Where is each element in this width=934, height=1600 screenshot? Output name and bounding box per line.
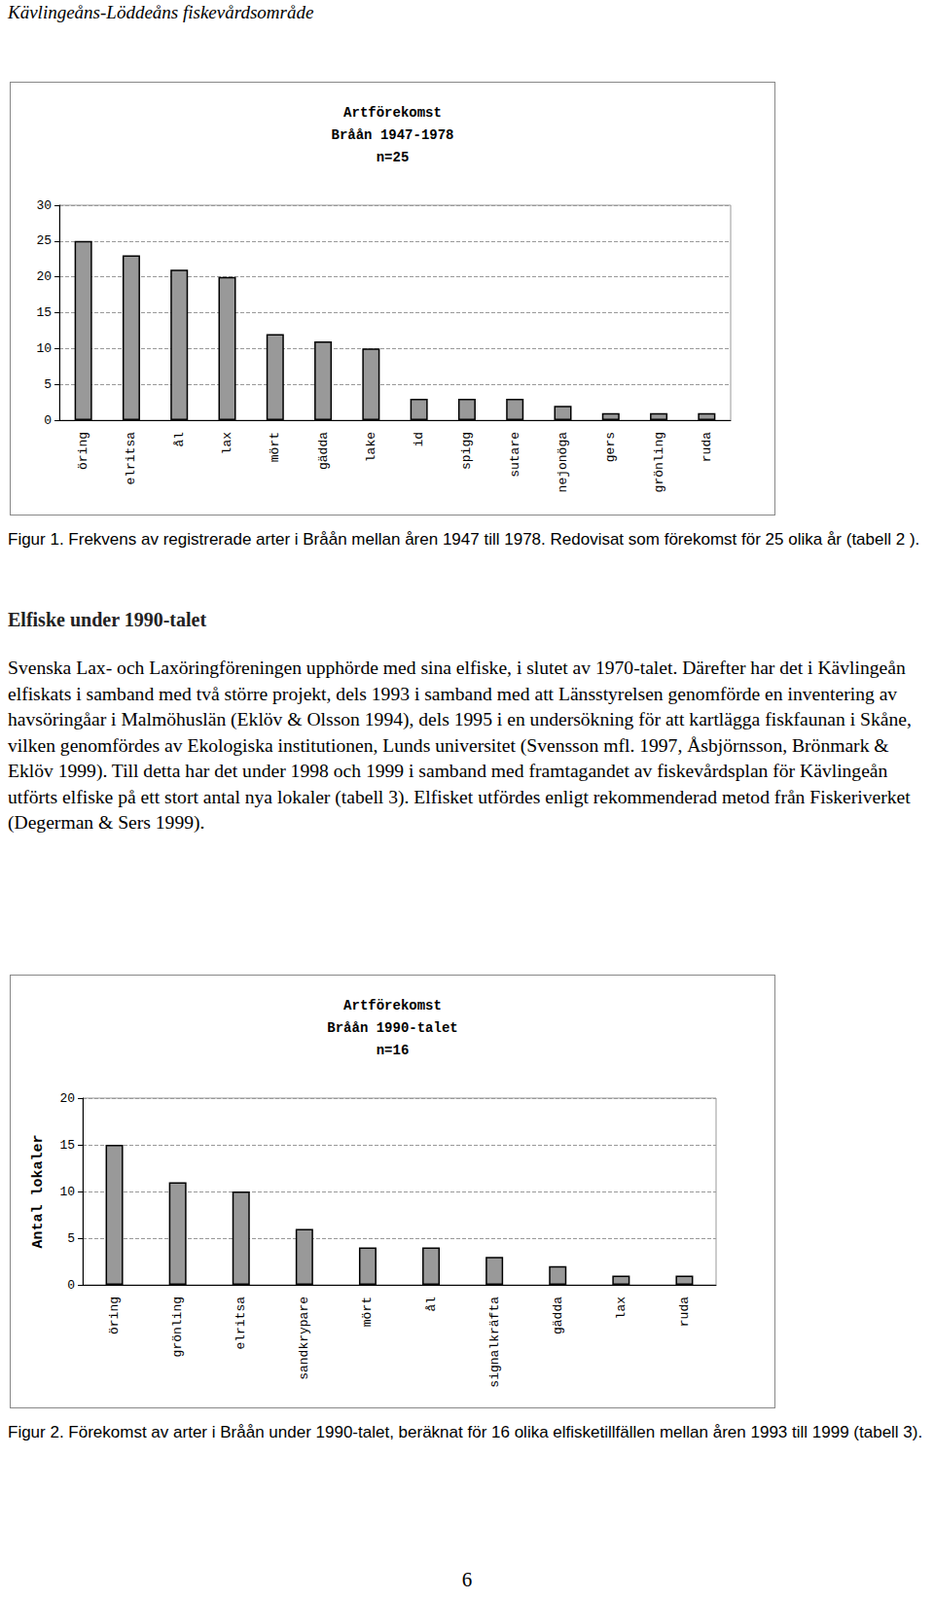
html-text:Figur 1. Frekvens av registrer: Figur 1. Frekvens av registrerade arter … bbox=[7, 530, 920, 549]
svg-text:lake: lake bbox=[363, 431, 379, 463]
svg-text:15: 15 bbox=[59, 1138, 75, 1153]
svg-text:20: 20 bbox=[35, 269, 52, 285]
svg-text:5: 5 bbox=[67, 1231, 75, 1247]
svg-text:ål: ål bbox=[424, 1296, 439, 1313]
svg-text:Bråån 1990-talet: Bråån 1990-talet bbox=[326, 1020, 458, 1037]
svg-text:mört: mört bbox=[359, 1296, 375, 1328]
html-text:Figur 2. Förekomst av arter i: Figur 2. Förekomst av arter i Bråån unde… bbox=[7, 1423, 923, 1442]
svg-text:25: 25 bbox=[35, 233, 52, 249]
svg-text:30: 30 bbox=[35, 198, 52, 214]
svg-text:Artförekomst: Artförekomst bbox=[343, 998, 442, 1014]
html-text:Elfiske under 1990-talet: Elfiske under 1990-talet bbox=[7, 609, 207, 631]
svg-text:ruda: ruda bbox=[699, 431, 715, 463]
svg-text:0: 0 bbox=[43, 413, 52, 429]
svg-text:0: 0 bbox=[67, 1278, 75, 1294]
svg-text:lax: lax bbox=[613, 1296, 629, 1321]
svg-text:öring: öring bbox=[75, 431, 91, 470]
svg-text:gers: gers bbox=[603, 431, 618, 463]
svg-text:nejonöga: nejonöga bbox=[555, 431, 571, 494]
svg-text:mört: mört bbox=[267, 431, 283, 463]
svg-text:10: 10 bbox=[35, 341, 52, 357]
svg-text:ruda: ruda bbox=[677, 1296, 692, 1328]
svg-text:Antal lokaler: Antal lokaler bbox=[30, 1134, 47, 1249]
svg-text:sutare: sutare bbox=[507, 431, 523, 478]
svg-text:elritsa: elritsa bbox=[123, 431, 139, 486]
svg-text:Artförekomst: Artförekomst bbox=[343, 105, 442, 121]
svg-text:gädda: gädda bbox=[316, 431, 331, 470]
svg-text:lax: lax bbox=[219, 431, 235, 456]
svg-text:spigg: spigg bbox=[459, 431, 474, 470]
svg-text:ål: ål bbox=[172, 431, 187, 448]
svg-text:n=16: n=16 bbox=[376, 1042, 410, 1059]
svg-text:15: 15 bbox=[35, 305, 52, 321]
svg-text:10: 10 bbox=[59, 1185, 75, 1200]
svg-text:grönling: grönling bbox=[651, 431, 667, 493]
svg-text:20: 20 bbox=[59, 1091, 75, 1107]
svg-text:öring: öring bbox=[107, 1296, 122, 1335]
svg-text:id: id bbox=[411, 431, 427, 448]
svg-text:gädda: gädda bbox=[550, 1296, 566, 1335]
svg-text:elritsa: elritsa bbox=[233, 1296, 249, 1351]
svg-text:grönling: grönling bbox=[170, 1296, 185, 1358]
svg-text:Bråån 1947-1978: Bråån 1947-1978 bbox=[330, 127, 454, 144]
svg-text:n=25: n=25 bbox=[376, 149, 410, 166]
svg-text:sandkrypare: sandkrypare bbox=[296, 1296, 312, 1381]
html-text:Svenska Lax- och Laxöringfören: Svenska Lax- och Laxöringföreningen upph… bbox=[7, 657, 912, 833]
html-text:6: 6 bbox=[461, 1568, 473, 1592]
html-text:Kävlingeåns-Löddeåns fiskevård: Kävlingeåns-Löddeåns fiskevårdsområde bbox=[7, 1, 314, 23]
svg-text:5: 5 bbox=[43, 377, 52, 393]
svg-text:signalkräfta: signalkräfta bbox=[487, 1296, 503, 1389]
